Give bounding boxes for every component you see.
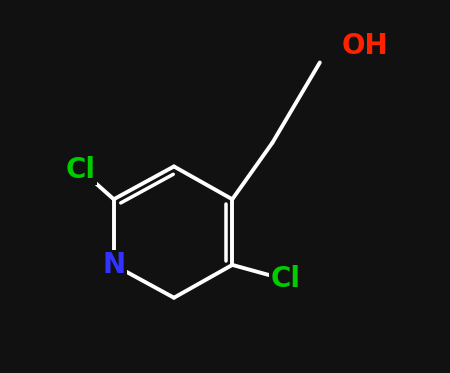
Text: Cl: Cl [270, 266, 300, 294]
Text: Cl: Cl [66, 156, 96, 184]
Text: OH: OH [342, 32, 388, 60]
Text: N: N [102, 251, 126, 279]
